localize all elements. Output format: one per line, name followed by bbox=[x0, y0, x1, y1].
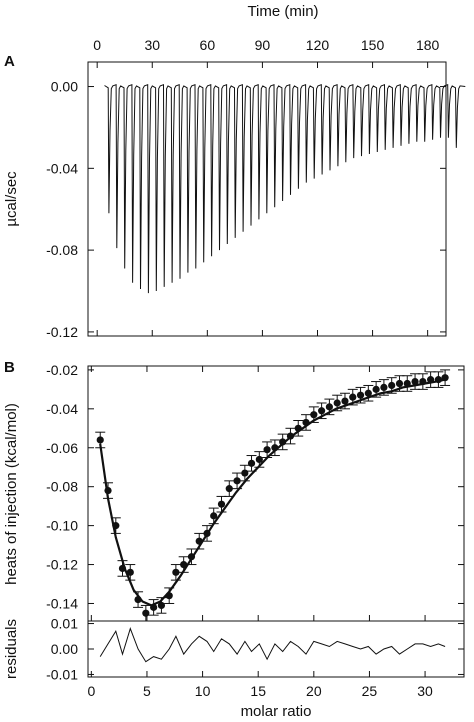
panel-a-x-tick-label: 0 bbox=[93, 37, 101, 53]
molar-ratio-tick-label: 15 bbox=[250, 683, 266, 699]
data-point bbox=[286, 432, 295, 440]
panel-a-y-ticks: 0.00 -0.04 -0.08 -0.12 bbox=[46, 79, 446, 340]
data-point bbox=[157, 601, 166, 610]
panel-b-x-ticks bbox=[90, 366, 426, 621]
data-point bbox=[294, 424, 302, 432]
residuals-y-tick-label: 0.01 bbox=[51, 616, 78, 632]
panel-a-x-tick-label: 30 bbox=[144, 37, 160, 53]
panel-b-y-tick-label: -0.02 bbox=[46, 362, 78, 378]
data-point bbox=[180, 560, 188, 569]
molar-ratio-tick-label: 0 bbox=[87, 683, 95, 699]
panel-b-y-tick-label: -0.12 bbox=[46, 557, 78, 573]
residuals-axis-title: residuals bbox=[3, 619, 20, 679]
data-point bbox=[380, 383, 388, 392]
molar-ratio-tick-label: 20 bbox=[306, 683, 322, 699]
panel-b: B -0.02 -0.04 -0.06 -0.08 -0.10 -0.12 -0.14 he… bbox=[3, 359, 465, 622]
panel-residuals: 0.01 0.00 -0.01 0 5 10 15 20 25 30 residuals mol… bbox=[3, 616, 465, 720]
molar-ratio-tick-label: 10 bbox=[195, 683, 211, 699]
data-point bbox=[241, 469, 249, 477]
data-point bbox=[403, 379, 411, 388]
data-point bbox=[341, 397, 349, 405]
residuals-y-ticks: 0.01 0.00 -0.01 bbox=[46, 616, 464, 682]
data-point bbox=[142, 609, 150, 617]
data-point bbox=[150, 603, 158, 611]
panel-a-x-tick-label: 60 bbox=[200, 37, 216, 53]
data-point bbox=[411, 377, 419, 386]
panel-b-letter: B bbox=[4, 359, 15, 376]
data-point bbox=[118, 564, 127, 573]
panel-a-x-tick-label: 90 bbox=[255, 37, 271, 53]
data-point bbox=[349, 393, 357, 401]
time-axis-title: Time (min) bbox=[247, 3, 318, 20]
residuals-y-tick-label: -0.01 bbox=[46, 666, 78, 682]
panel-a-y-tick-label: -0.08 bbox=[46, 242, 78, 258]
data-point bbox=[225, 485, 233, 493]
panel-a-y-tick-label: -0.04 bbox=[46, 160, 78, 176]
panel-b-y-ticks: -0.02 -0.04 -0.06 -0.08 -0.10 -0.12 -0.14 bbox=[46, 362, 464, 611]
panel-b-y-tick-label: -0.10 bbox=[46, 518, 78, 534]
data-point bbox=[210, 512, 218, 520]
molar-ratio-tick-label: 25 bbox=[362, 683, 378, 699]
molar-ratio-tick-label: 30 bbox=[417, 683, 433, 699]
panel-a-x-tick-label: 180 bbox=[416, 37, 440, 53]
data-points bbox=[95, 369, 451, 622]
molar-ratio-axis-title: molar ratio bbox=[241, 703, 312, 720]
panel-a-x-tick-label: 120 bbox=[306, 37, 330, 53]
data-point bbox=[203, 529, 211, 538]
panel-a: A Time (min) 0 30 60 90 120 150 180 0.00 -0.04 -… bbox=[3, 3, 466, 340]
data-point bbox=[187, 553, 196, 561]
data-point bbox=[279, 438, 287, 446]
data-point bbox=[419, 377, 427, 386]
panel-b-frame bbox=[87, 365, 465, 622]
data-point bbox=[126, 568, 134, 576]
panel-b-y-tick-label: -0.04 bbox=[46, 401, 78, 417]
data-point bbox=[427, 376, 435, 384]
panel-a-x-ticks: 0 30 60 90 120 150 180 bbox=[93, 37, 440, 336]
data-point bbox=[333, 399, 341, 407]
data-point bbox=[134, 595, 142, 604]
panel-a-y-tick-label: 0.00 bbox=[51, 79, 78, 95]
data-point bbox=[233, 477, 241, 485]
residuals-line bbox=[99, 627, 446, 663]
data-point bbox=[325, 403, 333, 411]
panel-a-y-tick-label: -0.12 bbox=[46, 324, 78, 340]
data-point bbox=[247, 459, 256, 467]
panel-b-y-tick-label: -0.08 bbox=[46, 479, 78, 495]
data-point bbox=[195, 537, 203, 545]
panel-a-x-tick-label: 150 bbox=[361, 37, 385, 53]
power-axis-title: µcal/sec bbox=[3, 171, 20, 227]
data-point bbox=[112, 522, 120, 530]
data-point bbox=[302, 418, 310, 427]
data-point bbox=[172, 568, 180, 576]
data-point bbox=[356, 391, 365, 399]
panel-a-frame bbox=[87, 61, 447, 337]
panel-b-y-tick-label: -0.14 bbox=[46, 595, 78, 611]
residuals-x-ticks: 0 5 10 15 20 25 30 bbox=[87, 671, 433, 699]
data-point bbox=[165, 592, 173, 600]
data-point bbox=[388, 381, 396, 390]
data-point bbox=[255, 455, 263, 464]
data-point bbox=[96, 436, 104, 444]
data-point bbox=[104, 486, 112, 495]
fit-curve bbox=[99, 378, 446, 607]
data-point bbox=[271, 444, 279, 452]
data-point bbox=[217, 500, 226, 508]
panel-a-letter: A bbox=[4, 53, 15, 70]
heats-axis-title: heats of injection (kcal/mol) bbox=[3, 403, 20, 585]
thermogram-trace bbox=[104, 83, 466, 294]
data-point bbox=[364, 389, 372, 397]
data-point bbox=[434, 376, 443, 384]
data-point bbox=[263, 446, 271, 454]
panel-b-y-tick-label: -0.06 bbox=[46, 440, 78, 456]
data-point bbox=[372, 385, 380, 393]
data-point bbox=[310, 411, 318, 419]
residuals-y-tick-label: 0.00 bbox=[51, 641, 78, 657]
data-point bbox=[318, 407, 326, 415]
data-point bbox=[395, 379, 404, 388]
data-point bbox=[441, 374, 449, 382]
molar-ratio-tick-label: 5 bbox=[143, 683, 151, 699]
